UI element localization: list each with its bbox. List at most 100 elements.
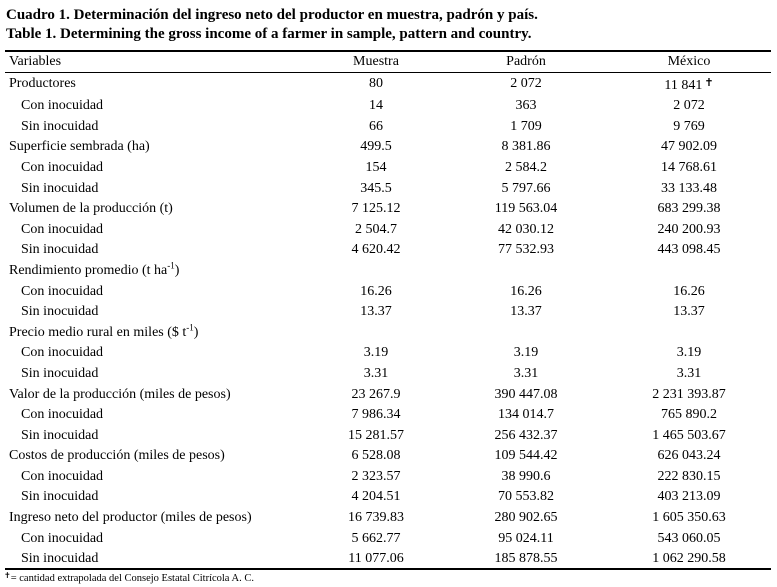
table-row: Volumen de la producción (t) 7 125.12 119 … bbox=[5, 199, 771, 220]
cell-value: 3.31 bbox=[513, 365, 539, 381]
cell-padron bbox=[445, 261, 607, 282]
cell-value: 2 323.57 bbox=[351, 468, 401, 484]
table-row: Con inocuidad 5 662.77 95 024.11 543 060.05 bbox=[5, 529, 771, 550]
table-row: Sin inocuidad 11 077.06 185 878.55 1 062 29… bbox=[5, 549, 771, 570]
cell-mexico: 403 213.09 bbox=[607, 487, 771, 508]
cell-mexico: 543 060.05 bbox=[607, 529, 771, 550]
cell-muestra: 23 267.9 bbox=[307, 385, 445, 406]
cell-padron: 2 584.2 bbox=[445, 158, 607, 179]
table-row: Sin inocuidad 345.5 5 797.66 33 133.48 bbox=[5, 179, 771, 200]
cell-muestra: 4 204.51 bbox=[307, 487, 445, 508]
cell-padron: 109 544.42 bbox=[445, 446, 607, 467]
cell-mexico bbox=[607, 323, 771, 344]
cell-value: 38 990.6 bbox=[501, 468, 551, 484]
row-label-text: Con inocuidad bbox=[21, 468, 104, 484]
row-label-text: Con inocuidad bbox=[21, 98, 104, 114]
cell-value: 3.19 bbox=[363, 345, 389, 361]
cell-muestra: 345.5 bbox=[307, 179, 445, 200]
row-label-text: Sin inocuidad bbox=[21, 242, 99, 258]
row-label: Sin inocuidad bbox=[5, 549, 307, 570]
table-row: Sin inocuidad 15 281.57 256 432.37 1 465 50… bbox=[5, 426, 771, 447]
column-header-muestra: Muestra bbox=[353, 54, 399, 69]
cell-value: 9 769 bbox=[673, 118, 705, 134]
cell-value: 13.37 bbox=[673, 304, 705, 320]
cell-value: 80 bbox=[369, 76, 383, 92]
row-label: Valor de la producción (miles de pesos) bbox=[5, 385, 307, 406]
row-label-text: Con inocuidad bbox=[21, 530, 104, 546]
row-label-text: Sin inocuidad bbox=[21, 551, 99, 567]
table-row: Rendimiento promedio (t ha-1) bbox=[5, 261, 771, 282]
table-row: Ingreso neto del productor (miles de pes… bbox=[5, 508, 771, 529]
cell-value: 7 125.12 bbox=[351, 201, 401, 217]
cell-muestra: 3.19 bbox=[307, 343, 445, 364]
unit-exponent: -1 bbox=[186, 322, 194, 333]
cell-muestra bbox=[307, 323, 445, 344]
cell-value: 42 030.12 bbox=[498, 221, 554, 237]
cell-padron: 363 bbox=[445, 96, 607, 117]
row-label: Con inocuidad bbox=[5, 529, 307, 550]
cell-muestra: 4 620.42 bbox=[307, 240, 445, 261]
row-label-text: Con inocuidad bbox=[21, 159, 104, 175]
cell-padron: 5 797.66 bbox=[445, 179, 607, 200]
row-label: Rendimiento promedio (t ha-1) bbox=[5, 261, 307, 282]
cell-value: 1 062 290.58 bbox=[652, 551, 726, 567]
table-row: Con inocuidad 2 323.57 38 990.6 222 830.15 bbox=[5, 467, 771, 488]
cell-mexico bbox=[607, 261, 771, 282]
row-label: Con inocuidad bbox=[5, 405, 307, 426]
cell-muestra: 13.37 bbox=[307, 302, 445, 323]
cell-value: 5 797.66 bbox=[501, 180, 551, 196]
cell-value: 4 620.42 bbox=[351, 242, 401, 258]
row-label: Con inocuidad bbox=[5, 282, 307, 303]
cell-padron: 13.37 bbox=[445, 302, 607, 323]
cell-value: 185 878.55 bbox=[494, 551, 558, 567]
cell-muestra: 80 bbox=[307, 73, 445, 97]
row-label: Con inocuidad bbox=[5, 220, 307, 241]
table-row: Con inocuidad 2 504.7 42 030.12 240 200.93 bbox=[5, 220, 771, 241]
row-label: Costos de producción (miles de pesos) bbox=[5, 446, 307, 467]
cell-muestra: 2 504.7 bbox=[307, 220, 445, 241]
cell-padron bbox=[445, 323, 607, 344]
row-label: Sin inocuidad bbox=[5, 240, 307, 261]
cell-value: 7 986.34 bbox=[351, 407, 401, 423]
cell-value: 3.19 bbox=[513, 345, 539, 361]
row-label-text: Con inocuidad bbox=[21, 407, 104, 423]
header-row: Variables Muestra Padrón México bbox=[5, 52, 771, 73]
row-label: Volumen de la producción (t) bbox=[5, 199, 307, 220]
cell-value: 543 060.05 bbox=[657, 530, 721, 546]
cell-value: 11 841 bbox=[664, 77, 703, 93]
row-label-text: Productores bbox=[9, 76, 76, 92]
cell-value: 77 532.93 bbox=[498, 242, 554, 258]
cell-muestra: 5 662.77 bbox=[307, 529, 445, 550]
cell-value: 16 739.83 bbox=[348, 510, 404, 526]
cell-mexico: 240 200.93 bbox=[607, 220, 771, 241]
cell-mexico: 9 769 bbox=[607, 117, 771, 138]
row-label: Con inocuidad bbox=[5, 343, 307, 364]
row-label: Productores bbox=[5, 73, 307, 97]
column-header-padron: Padrón bbox=[506, 54, 546, 69]
row-label-text: Sin inocuidad bbox=[21, 304, 99, 320]
data-table: Variables Muestra Padrón México Producto… bbox=[5, 52, 771, 570]
cell-padron: 134 014.7 bbox=[445, 405, 607, 426]
cell-muestra: 16.26 bbox=[307, 282, 445, 303]
row-label-text: Sin inocuidad bbox=[21, 489, 99, 505]
cell-value: 16.26 bbox=[360, 283, 392, 299]
table-row: Con inocuidad 154 2 584.2 14 768.61 bbox=[5, 158, 771, 179]
cell-value: 23 267.9 bbox=[351, 386, 401, 402]
cell-mexico: 765 890.2 bbox=[607, 405, 771, 426]
cell-mexico: 33 133.48 bbox=[607, 179, 771, 200]
cell-value: 390 447.08 bbox=[494, 386, 558, 402]
cell-value: 109 544.42 bbox=[494, 448, 558, 464]
row-label-text: Costos de producción (miles de pesos) bbox=[9, 448, 225, 464]
cell-mexico: 11 841 ✝ bbox=[607, 73, 771, 97]
cell-value: 499.5 bbox=[360, 139, 392, 155]
cell-value: 8 381.86 bbox=[501, 139, 551, 155]
cell-value: 119 563.04 bbox=[494, 201, 558, 217]
cell-padron: 185 878.55 bbox=[445, 549, 607, 570]
cell-mexico: 47 902.09 bbox=[607, 137, 771, 158]
cell-padron: 256 432.37 bbox=[445, 426, 607, 447]
row-label-text: Sin inocuidad bbox=[21, 365, 99, 381]
footnote: ✝= cantidad extrapolada del Consejo Esta… bbox=[4, 569, 254, 586]
row-label-suffix: ) bbox=[193, 324, 199, 340]
row-label-text: Sin inocuidad bbox=[21, 427, 99, 443]
